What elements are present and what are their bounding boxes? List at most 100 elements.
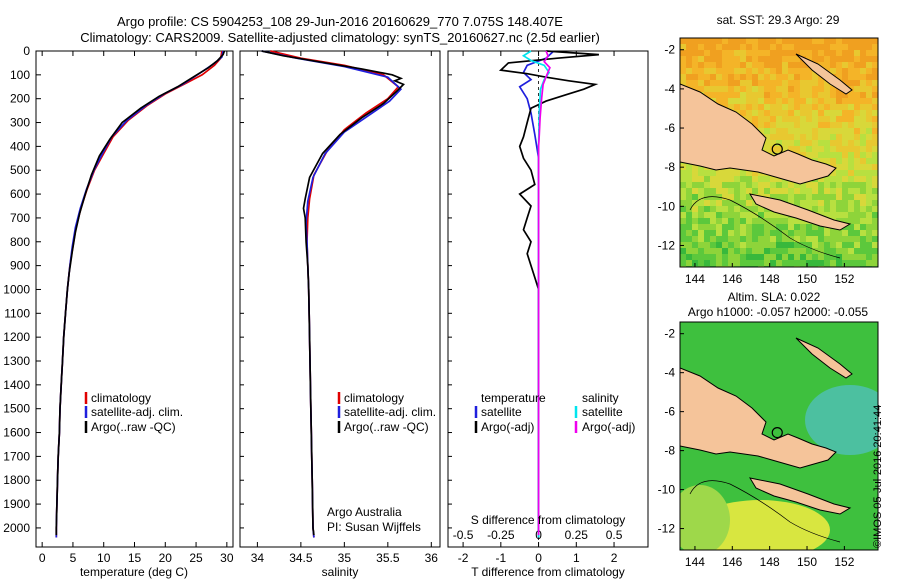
y-tick-label: 300	[10, 116, 30, 130]
sst-cell	[806, 140, 812, 146]
sst-cell	[758, 206, 764, 212]
map-y-tick-label: -2	[664, 43, 675, 57]
sst-cell	[764, 44, 770, 50]
sst-cell	[758, 188, 764, 194]
sst-cell	[824, 92, 830, 98]
sst-cell	[848, 44, 854, 50]
sst-cell	[830, 116, 836, 122]
sst-cell	[848, 176, 854, 182]
sst-cell	[866, 128, 872, 134]
sst-cell	[734, 74, 740, 80]
legend-label-t-satellite: satellite	[481, 405, 522, 419]
sst-cell	[788, 56, 794, 62]
s-difference-label: S difference from climatology	[471, 513, 626, 527]
sst-cell	[836, 170, 842, 176]
sst-cell	[686, 182, 692, 188]
sst-cell	[686, 56, 692, 62]
sst-cell	[716, 62, 722, 68]
sst-cell	[770, 218, 776, 224]
sst-cell	[842, 230, 848, 236]
sst-cell	[734, 44, 740, 50]
sst-cell	[872, 254, 878, 260]
sst-cell	[722, 200, 728, 206]
sst-cell	[758, 218, 764, 224]
sst-cell	[722, 38, 728, 44]
sst-cell	[860, 80, 866, 86]
sst-cell	[860, 170, 866, 176]
map-x-tick-label: 148	[760, 555, 780, 569]
sst-cell	[854, 248, 860, 254]
sst-cell	[776, 248, 782, 254]
sst-cell	[680, 218, 686, 224]
sst-cell	[758, 80, 764, 86]
sst-cell	[740, 182, 746, 188]
sst-cell	[872, 176, 878, 182]
sst-cell	[734, 68, 740, 74]
sst-cell	[800, 98, 806, 104]
sst-cell	[860, 164, 866, 170]
temperature-series	[55, 50, 226, 538]
sst-cell	[830, 260, 836, 266]
sst-cell	[824, 44, 830, 50]
sst-cell	[842, 254, 848, 260]
sst-cell	[800, 92, 806, 98]
sst-cell	[824, 206, 830, 212]
depth-axis: 0 100 200 300 400 500 600 700 800 900 1000 1100 1200…	[3, 44, 41, 535]
sst-cell	[776, 92, 782, 98]
sst-cell	[710, 44, 716, 50]
sst-cell	[782, 134, 788, 140]
sst-cell	[770, 86, 776, 92]
sst-cell	[812, 134, 818, 140]
sst-cell	[734, 38, 740, 44]
sst-cell	[734, 98, 740, 104]
sst-cell	[764, 98, 770, 104]
sst-cell	[824, 50, 830, 56]
sst-cell	[716, 218, 722, 224]
sst-cell	[758, 62, 764, 68]
sst-cell	[782, 254, 788, 260]
sst-cell	[830, 236, 836, 242]
sst-cell	[776, 260, 782, 266]
sst-cell	[812, 260, 818, 266]
sst-cell	[842, 110, 848, 116]
sst-cell	[872, 140, 878, 146]
sst-cell	[722, 62, 728, 68]
sst-cell	[782, 44, 788, 50]
sst-cell	[866, 224, 872, 230]
salinity-series	[261, 50, 405, 538]
sst-cell	[824, 188, 830, 194]
sst-cell	[776, 110, 782, 116]
sst-cell	[818, 194, 824, 200]
temperature-axes-frame	[35, 50, 234, 548]
sst-cell	[758, 254, 764, 260]
sst-cell	[806, 74, 812, 80]
sst-cell	[818, 38, 824, 44]
sst-cell	[854, 176, 860, 182]
x-tick-label: 0	[535, 551, 542, 565]
x-tick-label: 20	[159, 551, 173, 565]
sst-cell	[806, 80, 812, 86]
sst-cell	[728, 50, 734, 56]
sst-cell	[824, 122, 830, 128]
sst-cell	[806, 134, 812, 140]
sst-cell	[836, 44, 842, 50]
sst-cell	[794, 260, 800, 266]
sst-cell	[782, 86, 788, 92]
difference-legend: temperature satellite Argo(-adj) salinit…	[474, 391, 635, 434]
sst-cell	[782, 50, 788, 56]
sst-cell	[872, 248, 878, 254]
sst-cell	[752, 44, 758, 50]
sst-cell	[740, 188, 746, 194]
sst-cell	[830, 62, 836, 68]
x-tick-label: 34	[251, 551, 265, 565]
sst-cell	[758, 110, 764, 116]
sst-cell	[788, 86, 794, 92]
sst-cell	[692, 182, 698, 188]
sst-map-frame	[679, 37, 879, 268]
sst-cell	[848, 140, 854, 146]
sst-cell	[752, 62, 758, 68]
sst-cell	[686, 44, 692, 50]
sst-cell	[746, 44, 752, 50]
sla-map-title: Altim. SLA: 0.022	[728, 290, 821, 304]
